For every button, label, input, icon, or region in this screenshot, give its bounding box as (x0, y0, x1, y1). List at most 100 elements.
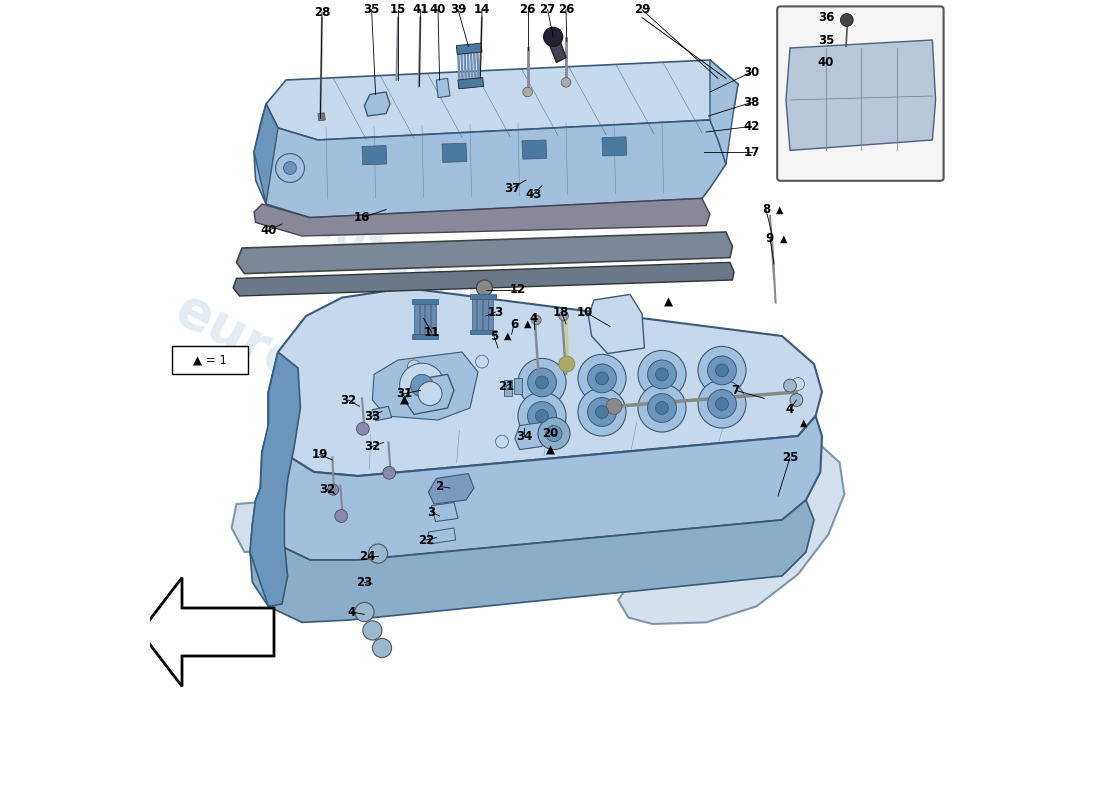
Text: 3: 3 (428, 506, 436, 518)
Text: ▲: ▲ (780, 234, 788, 243)
Text: ▲: ▲ (504, 331, 512, 341)
Polygon shape (412, 299, 438, 304)
Text: 35: 35 (817, 34, 834, 46)
Polygon shape (458, 78, 484, 89)
Circle shape (578, 354, 626, 402)
Polygon shape (254, 104, 726, 218)
Text: eurospares: eurospares (432, 406, 668, 554)
Circle shape (656, 402, 669, 414)
Circle shape (528, 402, 557, 430)
Circle shape (475, 355, 488, 368)
Circle shape (716, 398, 728, 410)
Text: since 1985: since 1985 (541, 464, 718, 576)
Polygon shape (710, 60, 738, 164)
Circle shape (276, 154, 305, 182)
Text: autosparts: autosparts (300, 198, 560, 362)
Circle shape (334, 510, 348, 522)
Circle shape (656, 368, 669, 381)
Text: 38: 38 (744, 96, 760, 109)
Circle shape (373, 638, 392, 658)
Circle shape (383, 466, 396, 479)
Text: 18: 18 (553, 306, 570, 318)
Polygon shape (515, 422, 546, 450)
Circle shape (707, 356, 736, 385)
Text: 36: 36 (817, 11, 834, 24)
Text: 17: 17 (744, 146, 760, 158)
Text: 28: 28 (314, 6, 330, 18)
Polygon shape (431, 502, 458, 522)
Text: 9: 9 (766, 232, 774, 245)
Circle shape (559, 356, 575, 372)
Text: 27: 27 (539, 3, 556, 16)
Circle shape (410, 374, 433, 397)
Polygon shape (437, 78, 450, 98)
Text: 31: 31 (396, 387, 412, 400)
Circle shape (698, 380, 746, 428)
Polygon shape (232, 446, 845, 624)
Circle shape (408, 360, 420, 373)
Polygon shape (786, 40, 936, 150)
Text: 30: 30 (744, 66, 760, 78)
Text: 2: 2 (436, 480, 443, 493)
Circle shape (355, 602, 374, 622)
Circle shape (399, 363, 444, 408)
Text: 40: 40 (817, 56, 834, 69)
Text: 32: 32 (319, 483, 336, 496)
Text: 25: 25 (782, 451, 799, 464)
Text: 41: 41 (412, 3, 429, 16)
Circle shape (328, 484, 339, 495)
Polygon shape (488, 298, 493, 331)
Polygon shape (233, 262, 734, 296)
Circle shape (536, 410, 549, 422)
Circle shape (476, 280, 493, 296)
Polygon shape (504, 380, 512, 396)
Text: 5: 5 (490, 330, 498, 342)
Polygon shape (428, 528, 455, 544)
Text: 40: 40 (261, 224, 276, 237)
Polygon shape (588, 294, 645, 354)
Circle shape (538, 418, 570, 450)
Polygon shape (514, 378, 522, 394)
Polygon shape (522, 140, 547, 159)
Text: 12: 12 (510, 283, 526, 296)
Text: 16: 16 (354, 211, 371, 224)
Polygon shape (470, 294, 496, 299)
Circle shape (790, 394, 803, 406)
Text: ▲: ▲ (664, 296, 673, 309)
Text: 26: 26 (558, 3, 574, 16)
Text: 43: 43 (525, 188, 541, 201)
Polygon shape (442, 143, 466, 162)
Text: 34: 34 (516, 430, 532, 442)
Circle shape (522, 87, 532, 97)
Polygon shape (414, 302, 419, 336)
Text: eurospares: eurospares (167, 283, 485, 485)
Text: 4: 4 (530, 312, 538, 325)
Text: 37: 37 (504, 182, 520, 194)
Polygon shape (254, 198, 710, 236)
Polygon shape (373, 352, 478, 420)
Text: 39: 39 (450, 3, 466, 16)
Circle shape (783, 379, 796, 392)
Circle shape (356, 422, 370, 435)
Polygon shape (472, 298, 476, 331)
Circle shape (496, 435, 508, 448)
Circle shape (578, 388, 626, 436)
Text: 33: 33 (364, 410, 381, 422)
Polygon shape (412, 334, 438, 339)
Circle shape (528, 368, 557, 397)
Text: 23: 23 (356, 576, 373, 589)
Circle shape (518, 358, 567, 406)
Text: ▲ = 1: ▲ = 1 (194, 354, 227, 366)
Circle shape (698, 346, 746, 394)
Text: 6: 6 (510, 318, 518, 330)
Circle shape (418, 382, 442, 406)
Text: 40: 40 (430, 3, 447, 16)
Circle shape (648, 394, 676, 422)
Circle shape (531, 315, 541, 325)
Text: 4: 4 (348, 606, 355, 618)
Circle shape (638, 350, 686, 398)
Text: 11: 11 (424, 326, 440, 338)
Circle shape (368, 544, 387, 563)
Text: ▲: ▲ (400, 394, 409, 406)
Polygon shape (470, 330, 496, 334)
